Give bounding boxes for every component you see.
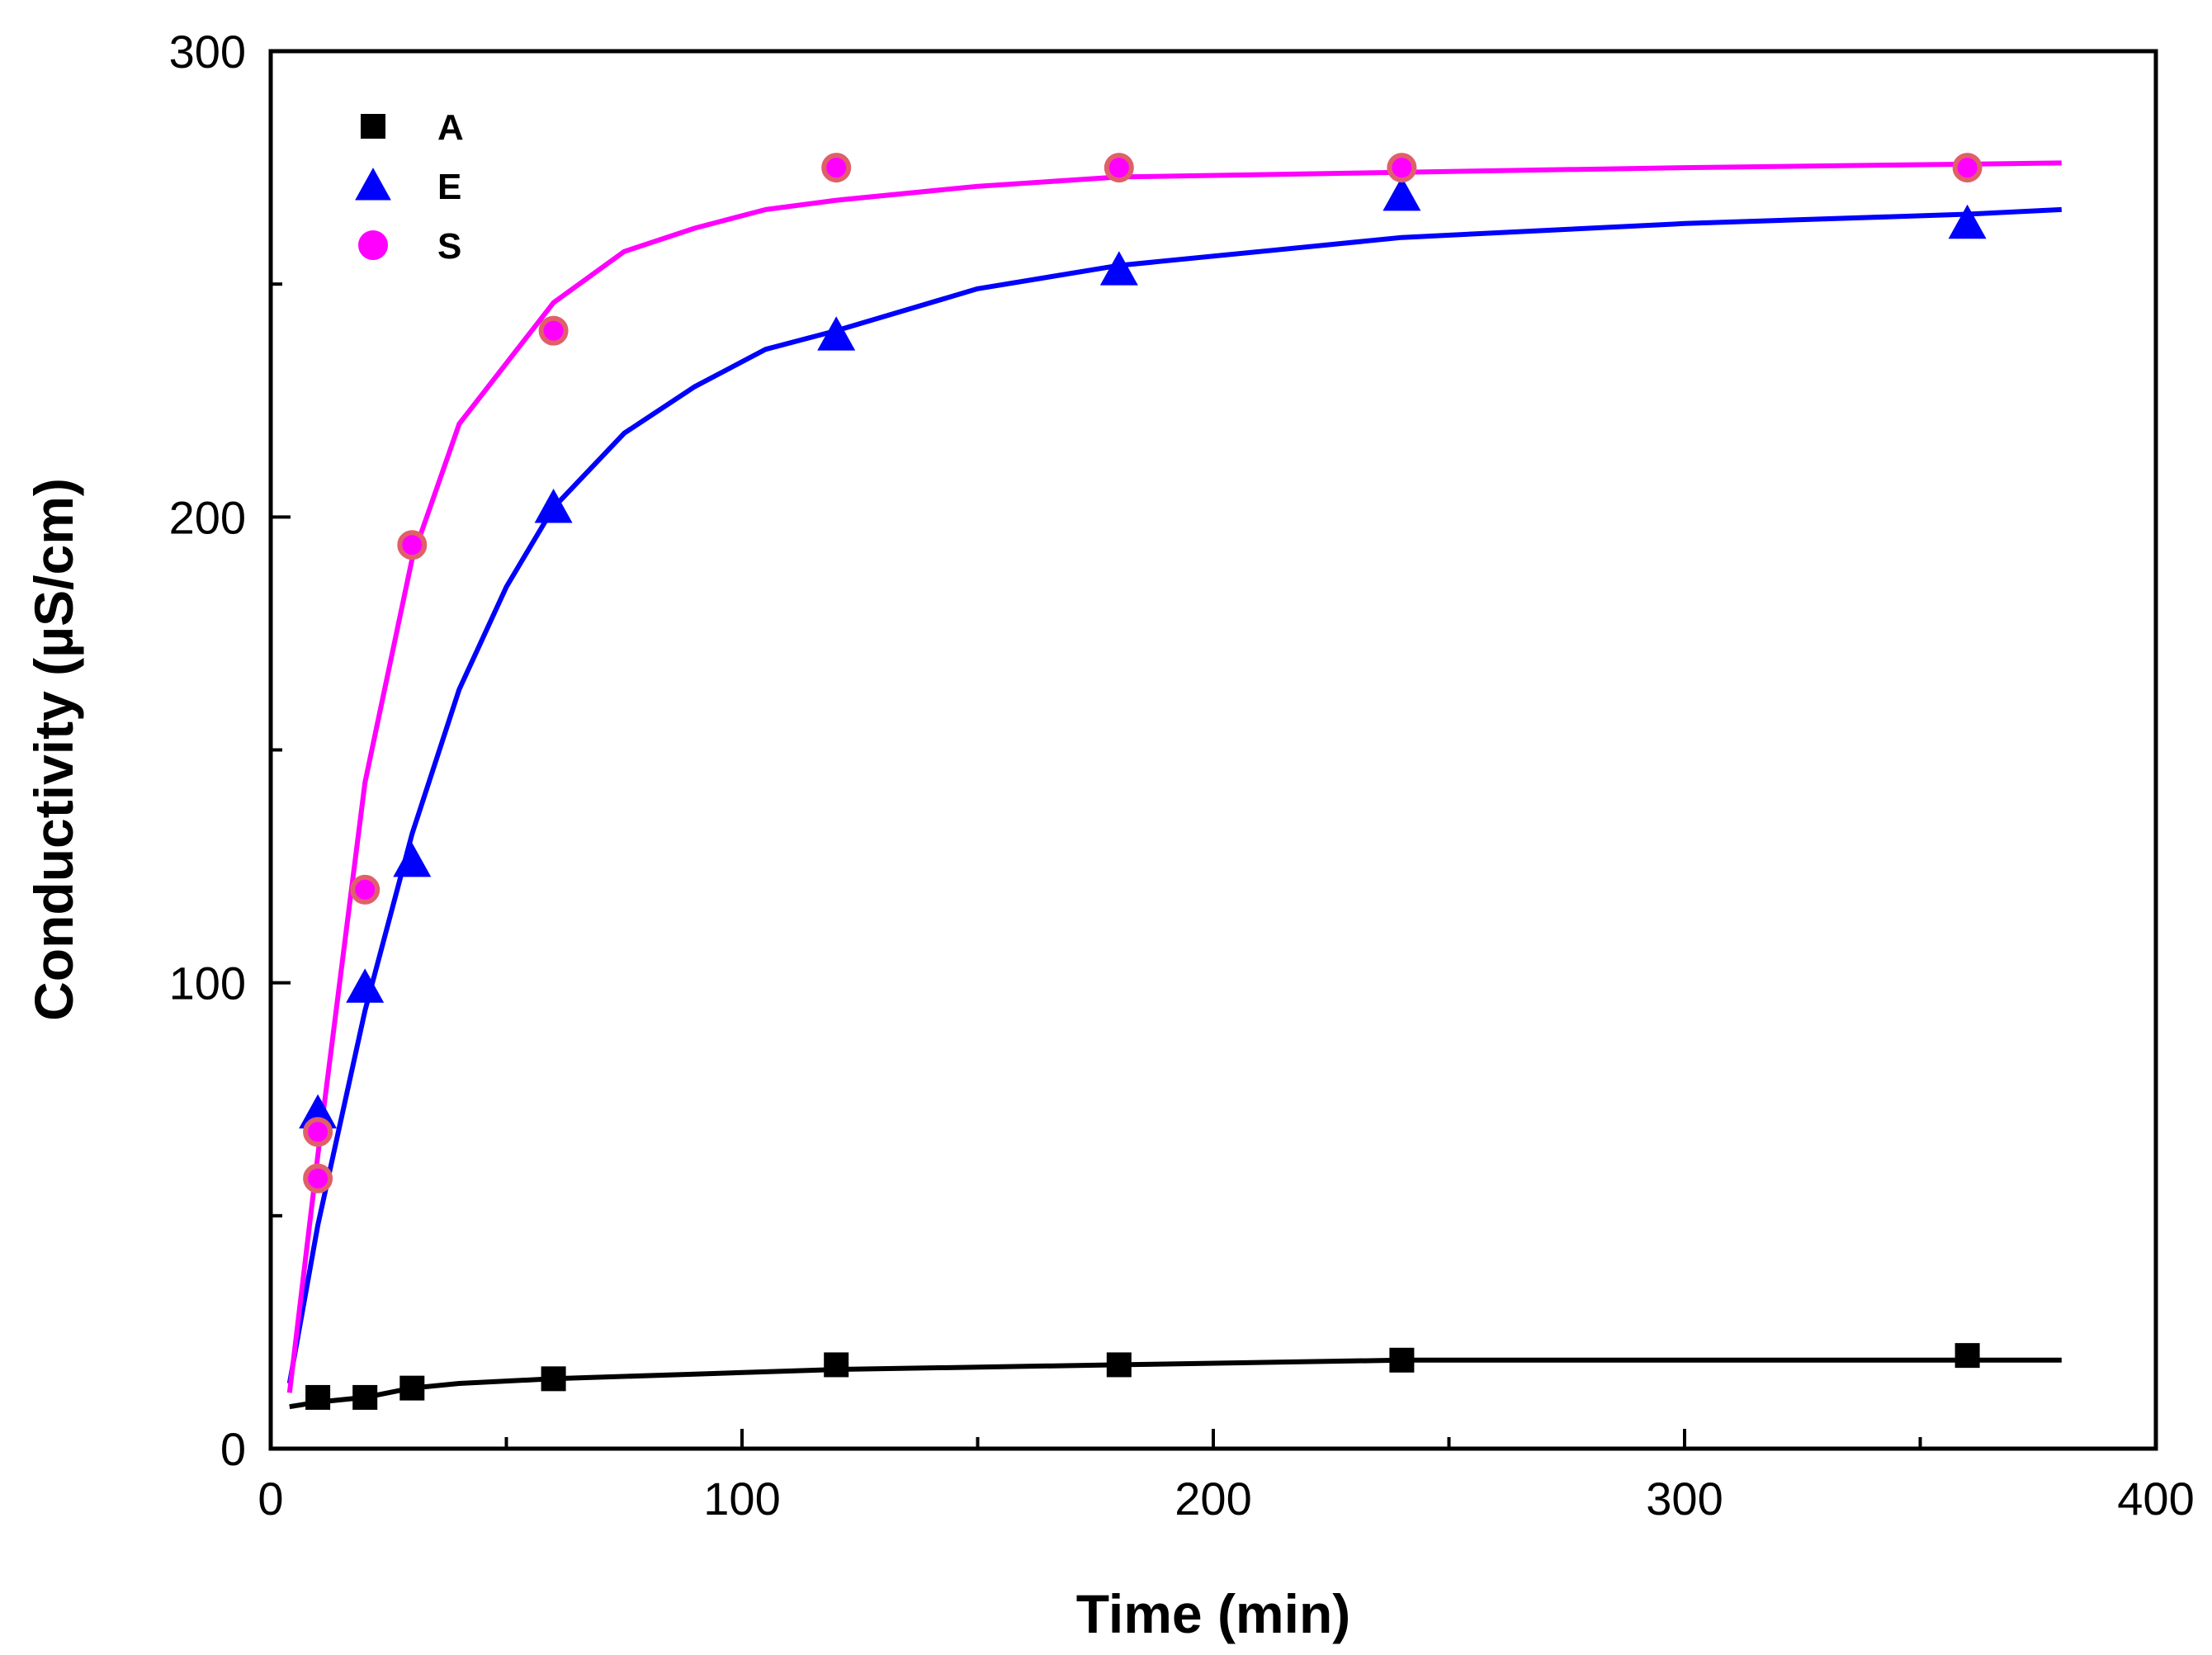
axis-ticks: 0 100 200 300 400 0 100 200 300 [169, 26, 2195, 1525]
y-tick-label: 300 [169, 26, 246, 78]
data-point-a [1389, 1347, 1415, 1373]
data-point-s [1387, 153, 1417, 183]
data-point-a [824, 1352, 849, 1378]
data-point-s [821, 153, 852, 183]
data-point-s [397, 530, 428, 560]
data-point-e [534, 489, 573, 523]
data-point-a [1954, 1343, 1980, 1369]
data-point-s [303, 1117, 333, 1147]
data-point-e [817, 316, 856, 351]
legend-marker-s [358, 230, 388, 260]
x-tick-label: 100 [703, 1473, 780, 1525]
legend-label-a: A [437, 107, 464, 148]
data-point-e [1382, 176, 1421, 211]
x-tick-label: 0 [258, 1473, 283, 1525]
y-tick-label: 0 [220, 1423, 246, 1475]
x-tick-label: 400 [2117, 1473, 2194, 1525]
legend-marker-a [361, 114, 385, 139]
data-point-e [393, 842, 432, 877]
data-point-a [305, 1384, 331, 1410]
legend-marker-e [355, 168, 391, 201]
data-point-s [350, 874, 380, 905]
x-tick-label: 200 [1175, 1473, 1251, 1525]
fit-curves [286, 160, 2062, 1410]
plot-frame [268, 49, 2158, 1451]
x-axis-title: Time (min) [1076, 1583, 1350, 1644]
data-point-e [1099, 251, 1138, 286]
data-point-a [399, 1375, 425, 1401]
data-point-s [1952, 153, 1983, 183]
data-markers [299, 153, 1987, 1410]
data-point-s [538, 315, 569, 346]
fit-curve-e [286, 206, 2062, 1384]
data-point-a [352, 1384, 378, 1410]
data-point-e [299, 1094, 338, 1129]
fit-curve-s [286, 160, 2062, 1393]
legend: AES [355, 107, 464, 267]
data-point-a [1106, 1352, 1132, 1378]
data-point-a [541, 1366, 566, 1392]
legend-label-s: S [437, 226, 461, 267]
data-point-s [1104, 153, 1134, 183]
data-point-e [1948, 204, 1987, 239]
x-tick-label: 300 [1646, 1473, 1723, 1525]
legend-label-e: E [437, 167, 461, 207]
y-tick-label: 100 [169, 958, 246, 1010]
y-axis-title: Conductivity (µS/cm) [23, 478, 84, 1021]
y-tick-label: 200 [169, 491, 246, 543]
data-point-e [346, 968, 385, 1003]
data-point-s [303, 1163, 333, 1194]
